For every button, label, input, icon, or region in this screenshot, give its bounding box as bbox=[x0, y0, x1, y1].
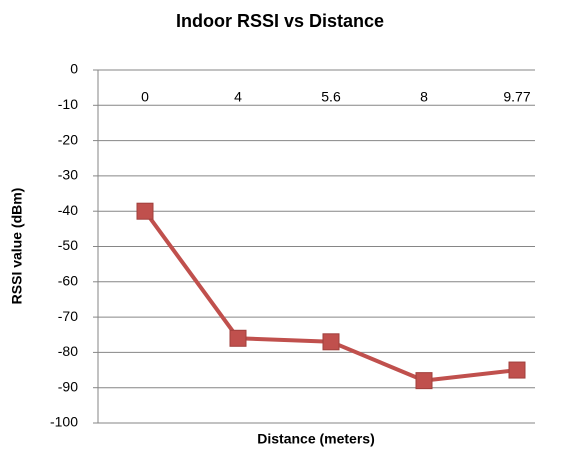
x-axis-title: Distance (meters) bbox=[257, 431, 375, 447]
data-point bbox=[415, 372, 433, 390]
data-point bbox=[136, 202, 154, 220]
x-tick-label: 5.6 bbox=[321, 89, 341, 105]
y-tick-label: -60 bbox=[58, 273, 78, 289]
x-tick-label: 4 bbox=[234, 89, 242, 105]
x-tick-label: 0 bbox=[141, 89, 149, 105]
y-tick-label: -20 bbox=[58, 131, 78, 147]
x-tick-label: 9.77 bbox=[503, 89, 530, 105]
data-point bbox=[322, 333, 340, 351]
data-point bbox=[229, 329, 247, 347]
y-tick-label: -70 bbox=[58, 308, 78, 324]
y-axis-title: RSSI value (dBm) bbox=[9, 188, 25, 305]
data-line bbox=[143, 210, 518, 383]
x-tick-label: 8 bbox=[420, 89, 428, 105]
y-tick-label: 0 bbox=[70, 61, 78, 77]
y-tick-label: -30 bbox=[58, 167, 78, 183]
y-tick-label: -90 bbox=[58, 378, 78, 394]
y-tick-label: -40 bbox=[58, 202, 78, 218]
y-tick-label: -80 bbox=[58, 343, 78, 359]
y-tick-label: -10 bbox=[58, 96, 78, 112]
y-tick-label: -50 bbox=[58, 237, 78, 253]
y-tick-label: -100 bbox=[50, 414, 78, 430]
data-point bbox=[508, 361, 526, 379]
chart-title: Indoor RSSI vs Distance bbox=[176, 11, 384, 31]
